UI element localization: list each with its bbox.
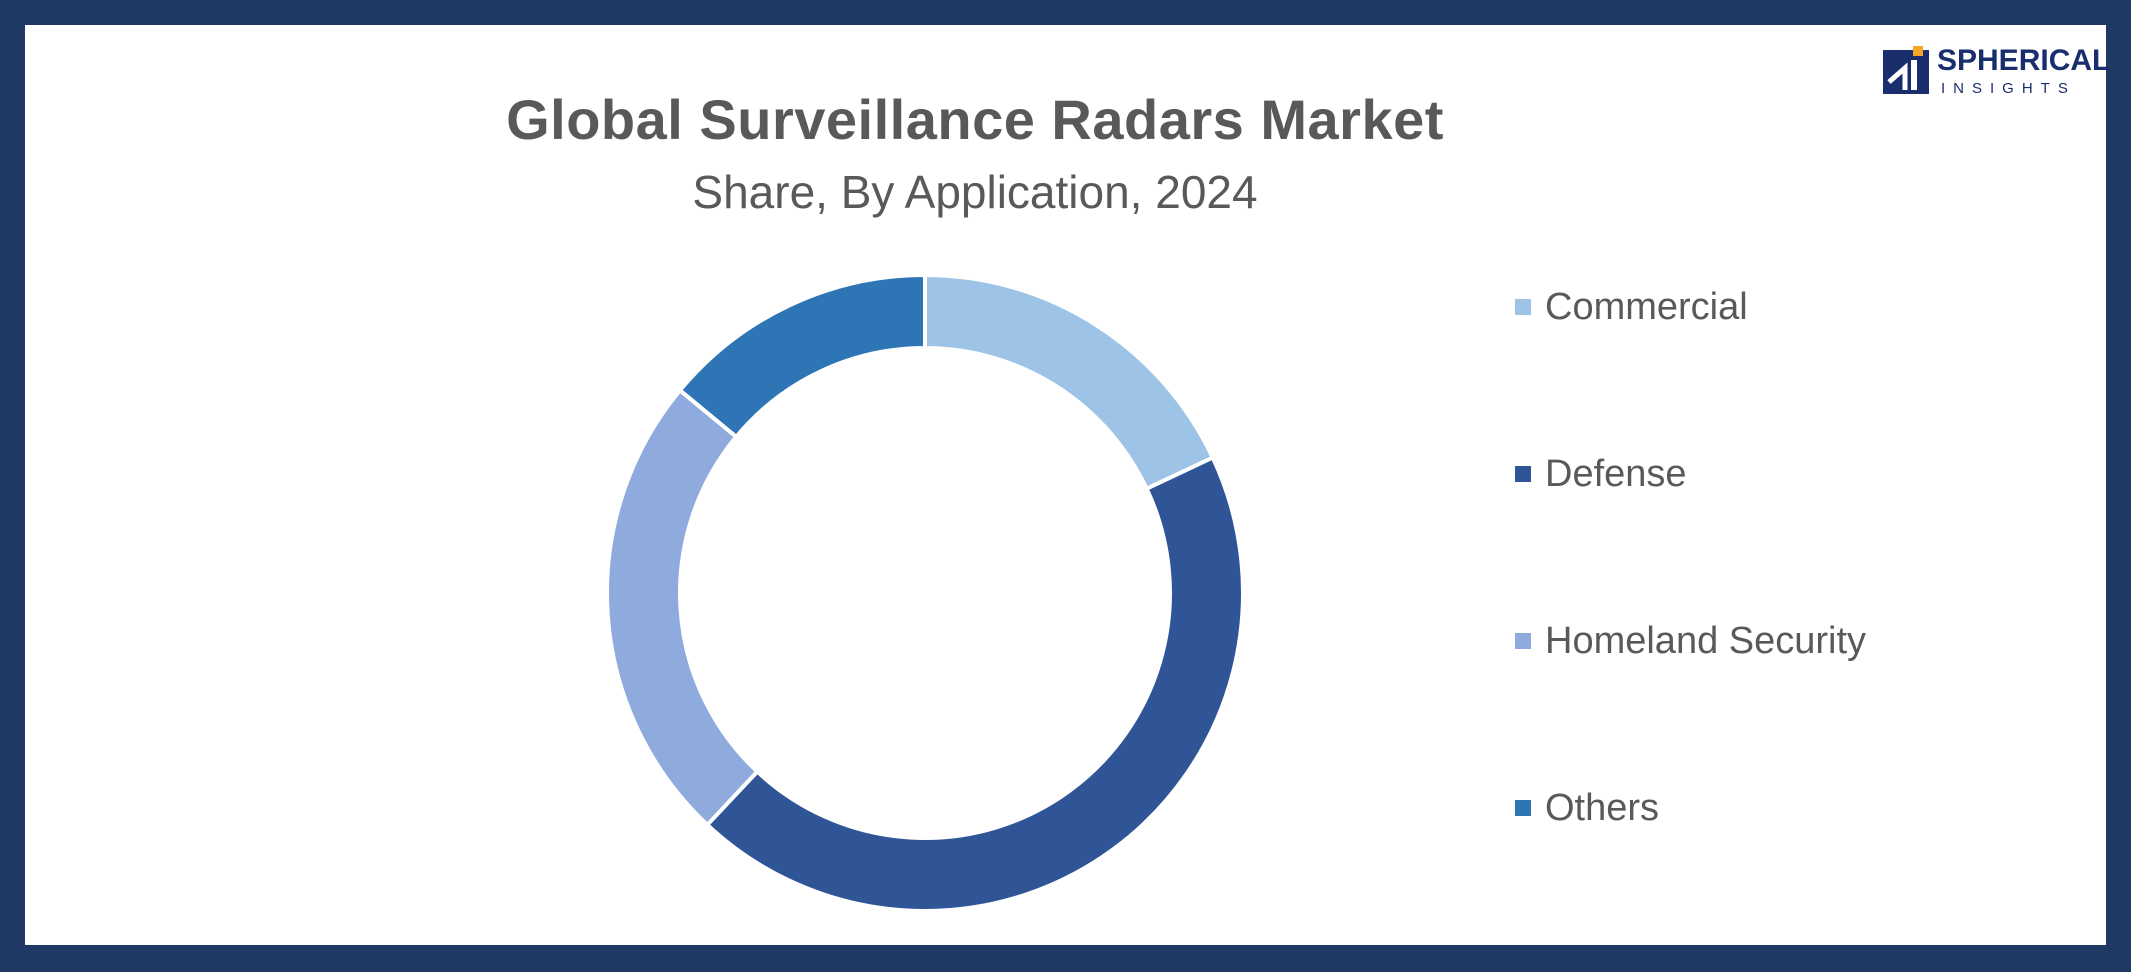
chart-title: Global Surveillance Radars Market [506,88,1444,151]
legend-label: Homeland Security [1545,619,1867,662]
legend-item-defense: Defense [1515,449,1687,499]
legend-item-others: Others [1515,783,1659,833]
legend-label: Commercial [1545,285,1748,328]
brand-tagline: INSIGHTS [1941,80,2076,97]
brand-logo: SPHERICAL INSIGHTS [1883,44,2110,104]
donut-slice-commercial [923,272,1216,492]
legend-swatch [1515,466,1531,482]
donut-slice-defense [704,454,1245,913]
legend-swatch [1515,633,1531,649]
brand-name: SPHERICAL [1937,44,2111,77]
chart-panel: Global Surveillance Radars Market Share,… [25,25,2110,945]
legend-item-commercial: Commercial [1515,282,1748,332]
legend-swatch [1515,299,1531,315]
donut-chart [605,272,1245,913]
legend-label: Others [1545,786,1660,829]
chart-subtitle: Share, By Application, 2024 [692,166,1258,218]
legend-swatch [1515,800,1531,816]
donut-slice-others [677,272,927,440]
brand-logo-mark-icon [1883,46,1929,94]
legend-label: Defense [1545,452,1687,495]
legend-item-homeland-security: Homeland Security [1515,616,1866,666]
donut-slice-homeland-security [605,387,761,828]
